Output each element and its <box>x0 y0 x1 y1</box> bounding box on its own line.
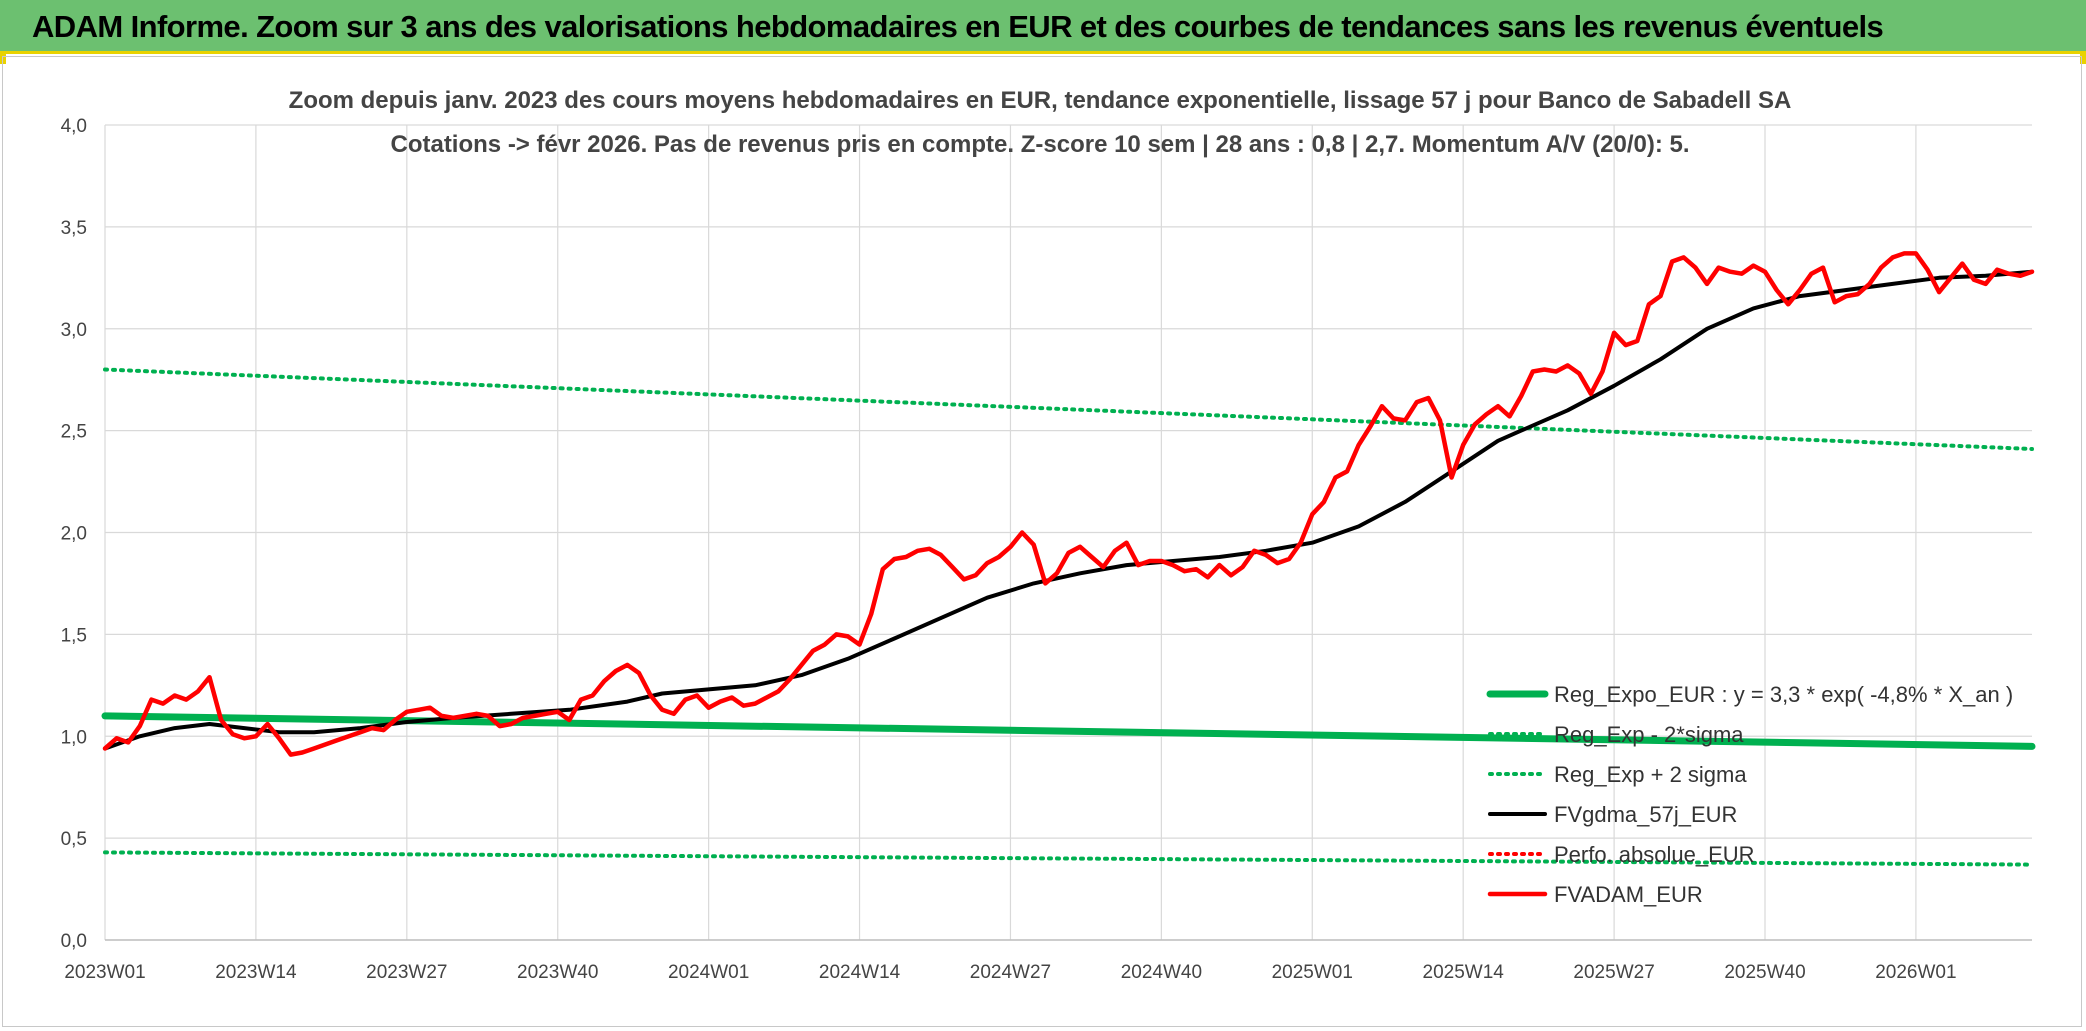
y-tick-label: 2,5 <box>61 422 87 443</box>
series-line-2 <box>103 367 2034 451</box>
legend-label: Reg_Exp + 2 sigma <box>1554 762 1747 787</box>
x-tick-label: 2024W01 <box>668 962 749 983</box>
series-line-3 <box>103 269 2034 751</box>
report-banner: ADAM Informe. Zoom sur 3 ans des valoris… <box>0 0 2086 54</box>
x-tick-label: 2026W01 <box>1875 962 1956 983</box>
legend-label: FVADAM_EUR <box>1554 882 1703 907</box>
x-tick-label: 2023W27 <box>366 962 447 983</box>
legend-label: FVgdma_57j_EUR <box>1554 802 1737 827</box>
chart-title: Zoom depuis janv. 2023 des cours moyens … <box>289 87 1792 114</box>
y-tick-label: 2,0 <box>61 524 87 545</box>
chart-legend: Reg_Expo_EUR : y = 3,3 * exp( -4,8% * X_… <box>1486 682 2013 907</box>
x-tick-label: 2024W27 <box>970 962 1051 983</box>
banner-accent-left <box>0 54 6 64</box>
x-tick-label: 2025W27 <box>1573 962 1654 983</box>
y-tick-label: 3,0 <box>61 320 87 341</box>
y-tick-label: 3,5 <box>61 218 87 239</box>
x-tick-label: 2023W14 <box>215 962 297 983</box>
x-tick-label: 2023W40 <box>517 962 598 983</box>
legend-label: Perfo. absolue_EUR <box>1554 842 1755 867</box>
y-tick-label: 1,0 <box>61 727 87 748</box>
y-tick-label: 0,0 <box>61 931 87 952</box>
series-line-5 <box>102 251 2035 757</box>
y-tick-label: 4,0 <box>61 116 87 137</box>
x-tick-label: 2025W14 <box>1423 962 1505 983</box>
legend-label: Reg_Exp - 2*sigma <box>1554 722 1744 747</box>
y-tick-label: 1,5 <box>61 625 87 646</box>
x-tick-label: 2025W40 <box>1724 962 1805 983</box>
y-tick-label: 0,5 <box>61 829 87 850</box>
banner-accent-right <box>2080 54 2086 64</box>
legend-label: Reg_Expo_EUR : y = 3,3 * exp( -4,8% * X_… <box>1554 682 2013 707</box>
report-title: ADAM Informe. Zoom sur 3 ans des valoris… <box>32 9 1884 44</box>
chart-subtitle: Cotations -> févr 2026. Pas de revenus p… <box>390 131 1689 158</box>
x-tick-label: 2024W40 <box>1121 962 1202 983</box>
x-tick-label: 2024W14 <box>819 962 901 983</box>
x-tick-label: 2025W01 <box>1272 962 1353 983</box>
chart-frame <box>2 56 2082 1027</box>
series-line-1 <box>103 850 2034 867</box>
x-tick-label: 2023W01 <box>64 962 145 983</box>
